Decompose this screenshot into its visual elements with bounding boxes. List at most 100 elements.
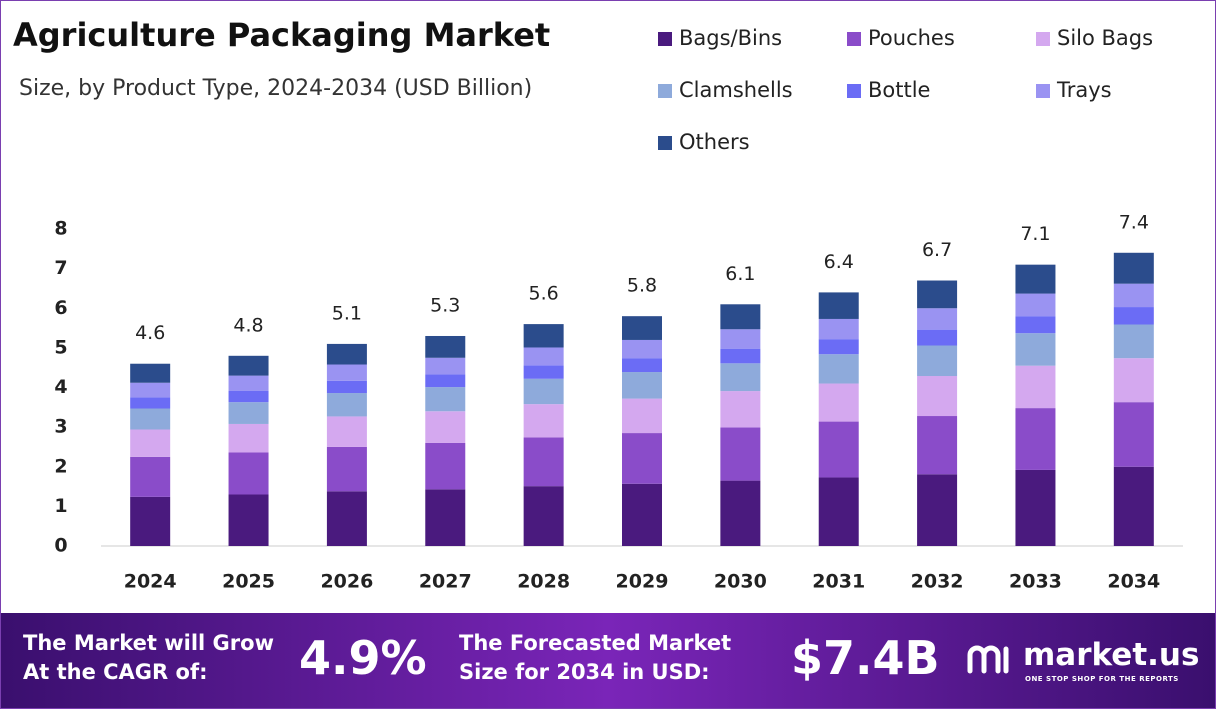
bar-segment [326,491,367,546]
bar-segment [917,345,958,377]
bar-segment [523,437,564,487]
bar-segment [1015,365,1056,409]
size-text: Size for 2034 in USD: [459,660,710,684]
bar-segment [818,383,859,422]
y-tick-label: 7 [54,257,67,279]
bar-segment [326,364,367,381]
cagr-text: The Market will Grow [23,631,274,655]
x-tick-label: 2033 [1009,571,1062,593]
bar-segment [1113,283,1154,308]
bar-segment [326,343,367,365]
bar-segment [523,486,564,546]
logo-icon [967,645,1009,674]
x-tick-label: 2027 [419,571,472,593]
y-tick-label: 5 [54,336,67,358]
x-tick-label: 2034 [1107,571,1160,593]
cagr-value: 4.9% [299,631,427,685]
bar-segment [917,280,958,309]
chart-title: Agriculture Packaging Market [13,16,550,54]
x-tick-label: 2024 [124,571,177,593]
legend-swatch [847,84,861,98]
legend-swatch [658,32,672,46]
legend-label: Silo Bags [1057,26,1153,50]
x-tick-label: 2026 [320,571,373,593]
bar-segment [818,354,859,384]
bar-segment [1113,324,1154,359]
bar-segment [622,372,662,399]
x-tick-label: 2025 [222,571,275,593]
bar-segment [228,390,269,403]
y-tick-label: 2 [54,455,67,477]
bar-segment [720,480,761,546]
bar-segment [1113,466,1154,546]
bar-segment [622,358,662,373]
bar-segment [818,318,859,340]
size-text: The Forecasted Market [459,631,732,655]
y-tick-label: 0 [54,535,67,557]
legend-label: Clamshells [679,78,793,102]
bar-segment [523,378,564,405]
bar-segment [1015,469,1056,546]
bar-segment [326,416,367,447]
legend-swatch [658,136,672,150]
x-tick-label: 2030 [714,571,767,593]
y-tick-label: 1 [54,495,67,517]
bar-segment [1113,307,1154,325]
bar-segment [917,474,958,546]
bar-segment [720,363,761,392]
legend-swatch [1036,84,1050,98]
bar-segment [228,494,269,546]
bar-segment [523,365,564,379]
bar-segment [917,416,958,475]
total-label: 5.1 [332,302,362,324]
bar-segment [917,308,958,330]
bar-segment [228,423,269,453]
bar-segment [425,357,466,375]
bar-segment [1015,333,1056,366]
bar-segment [326,393,367,417]
y-tick-label: 8 [54,218,67,240]
total-label: 5.8 [627,275,657,297]
bar-segment [622,316,662,340]
bar-segment [130,456,171,497]
bar-segment [523,347,564,366]
bar-segment [1015,408,1056,470]
total-label: 4.8 [233,314,263,336]
bar-segment [818,477,859,546]
bar-segment [818,421,859,478]
bar-segment [1113,358,1154,403]
footer: The Market will Grow At the CAGR of: 4.9… [1,613,1215,708]
bar-segment [523,404,564,438]
bar-segment [425,489,466,546]
legend-swatch [1036,32,1050,46]
bar-segment [130,382,171,398]
bar-segment [130,429,171,457]
total-label: 7.4 [1119,211,1149,233]
chart-subtitle: Size, by Product Type, 2024-2034 (USD Bi… [19,76,532,101]
bar-segment [622,433,662,484]
size-value: $7.4B [791,631,940,685]
legend-label: Trays [1056,78,1112,102]
total-label: 6.7 [922,239,952,261]
bar-segment [130,363,171,383]
bar-segment [917,329,958,346]
total-label: 5.6 [529,283,559,305]
bar-segment [130,408,171,430]
bar-segment [228,375,269,391]
total-label: 4.6 [135,322,165,344]
bar-segment [917,376,958,417]
logo: market.us [1023,637,1200,673]
bar-segment [1015,316,1056,334]
bar-segment [130,496,171,546]
bar-segment [425,374,466,388]
bar-segment [425,411,466,443]
legend-swatch [847,32,861,46]
x-tick-label: 2029 [616,571,669,593]
bar-segment [622,339,662,359]
x-tick-label: 2028 [517,571,570,593]
legend-label: Others [679,130,750,154]
legend-label: Pouches [868,26,955,50]
bar-segment [1113,252,1154,284]
bar-segment [228,452,269,495]
